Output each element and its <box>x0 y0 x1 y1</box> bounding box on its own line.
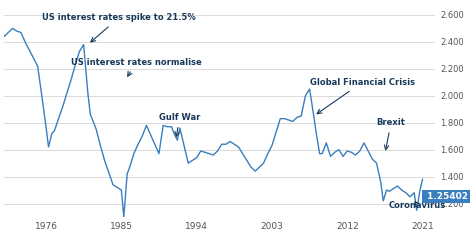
Text: US interest rates spike to 21.5%: US interest rates spike to 21.5% <box>42 13 196 42</box>
Text: US interest rates normalise: US interest rates normalise <box>71 58 202 76</box>
Text: 1.25402: 1.25402 <box>424 192 468 201</box>
Text: Global Financial Crisis: Global Financial Crisis <box>310 78 415 114</box>
Text: Coronavirus: Coronavirus <box>389 200 446 210</box>
Text: Gulf War: Gulf War <box>159 113 201 136</box>
Text: Brexit: Brexit <box>376 118 405 150</box>
